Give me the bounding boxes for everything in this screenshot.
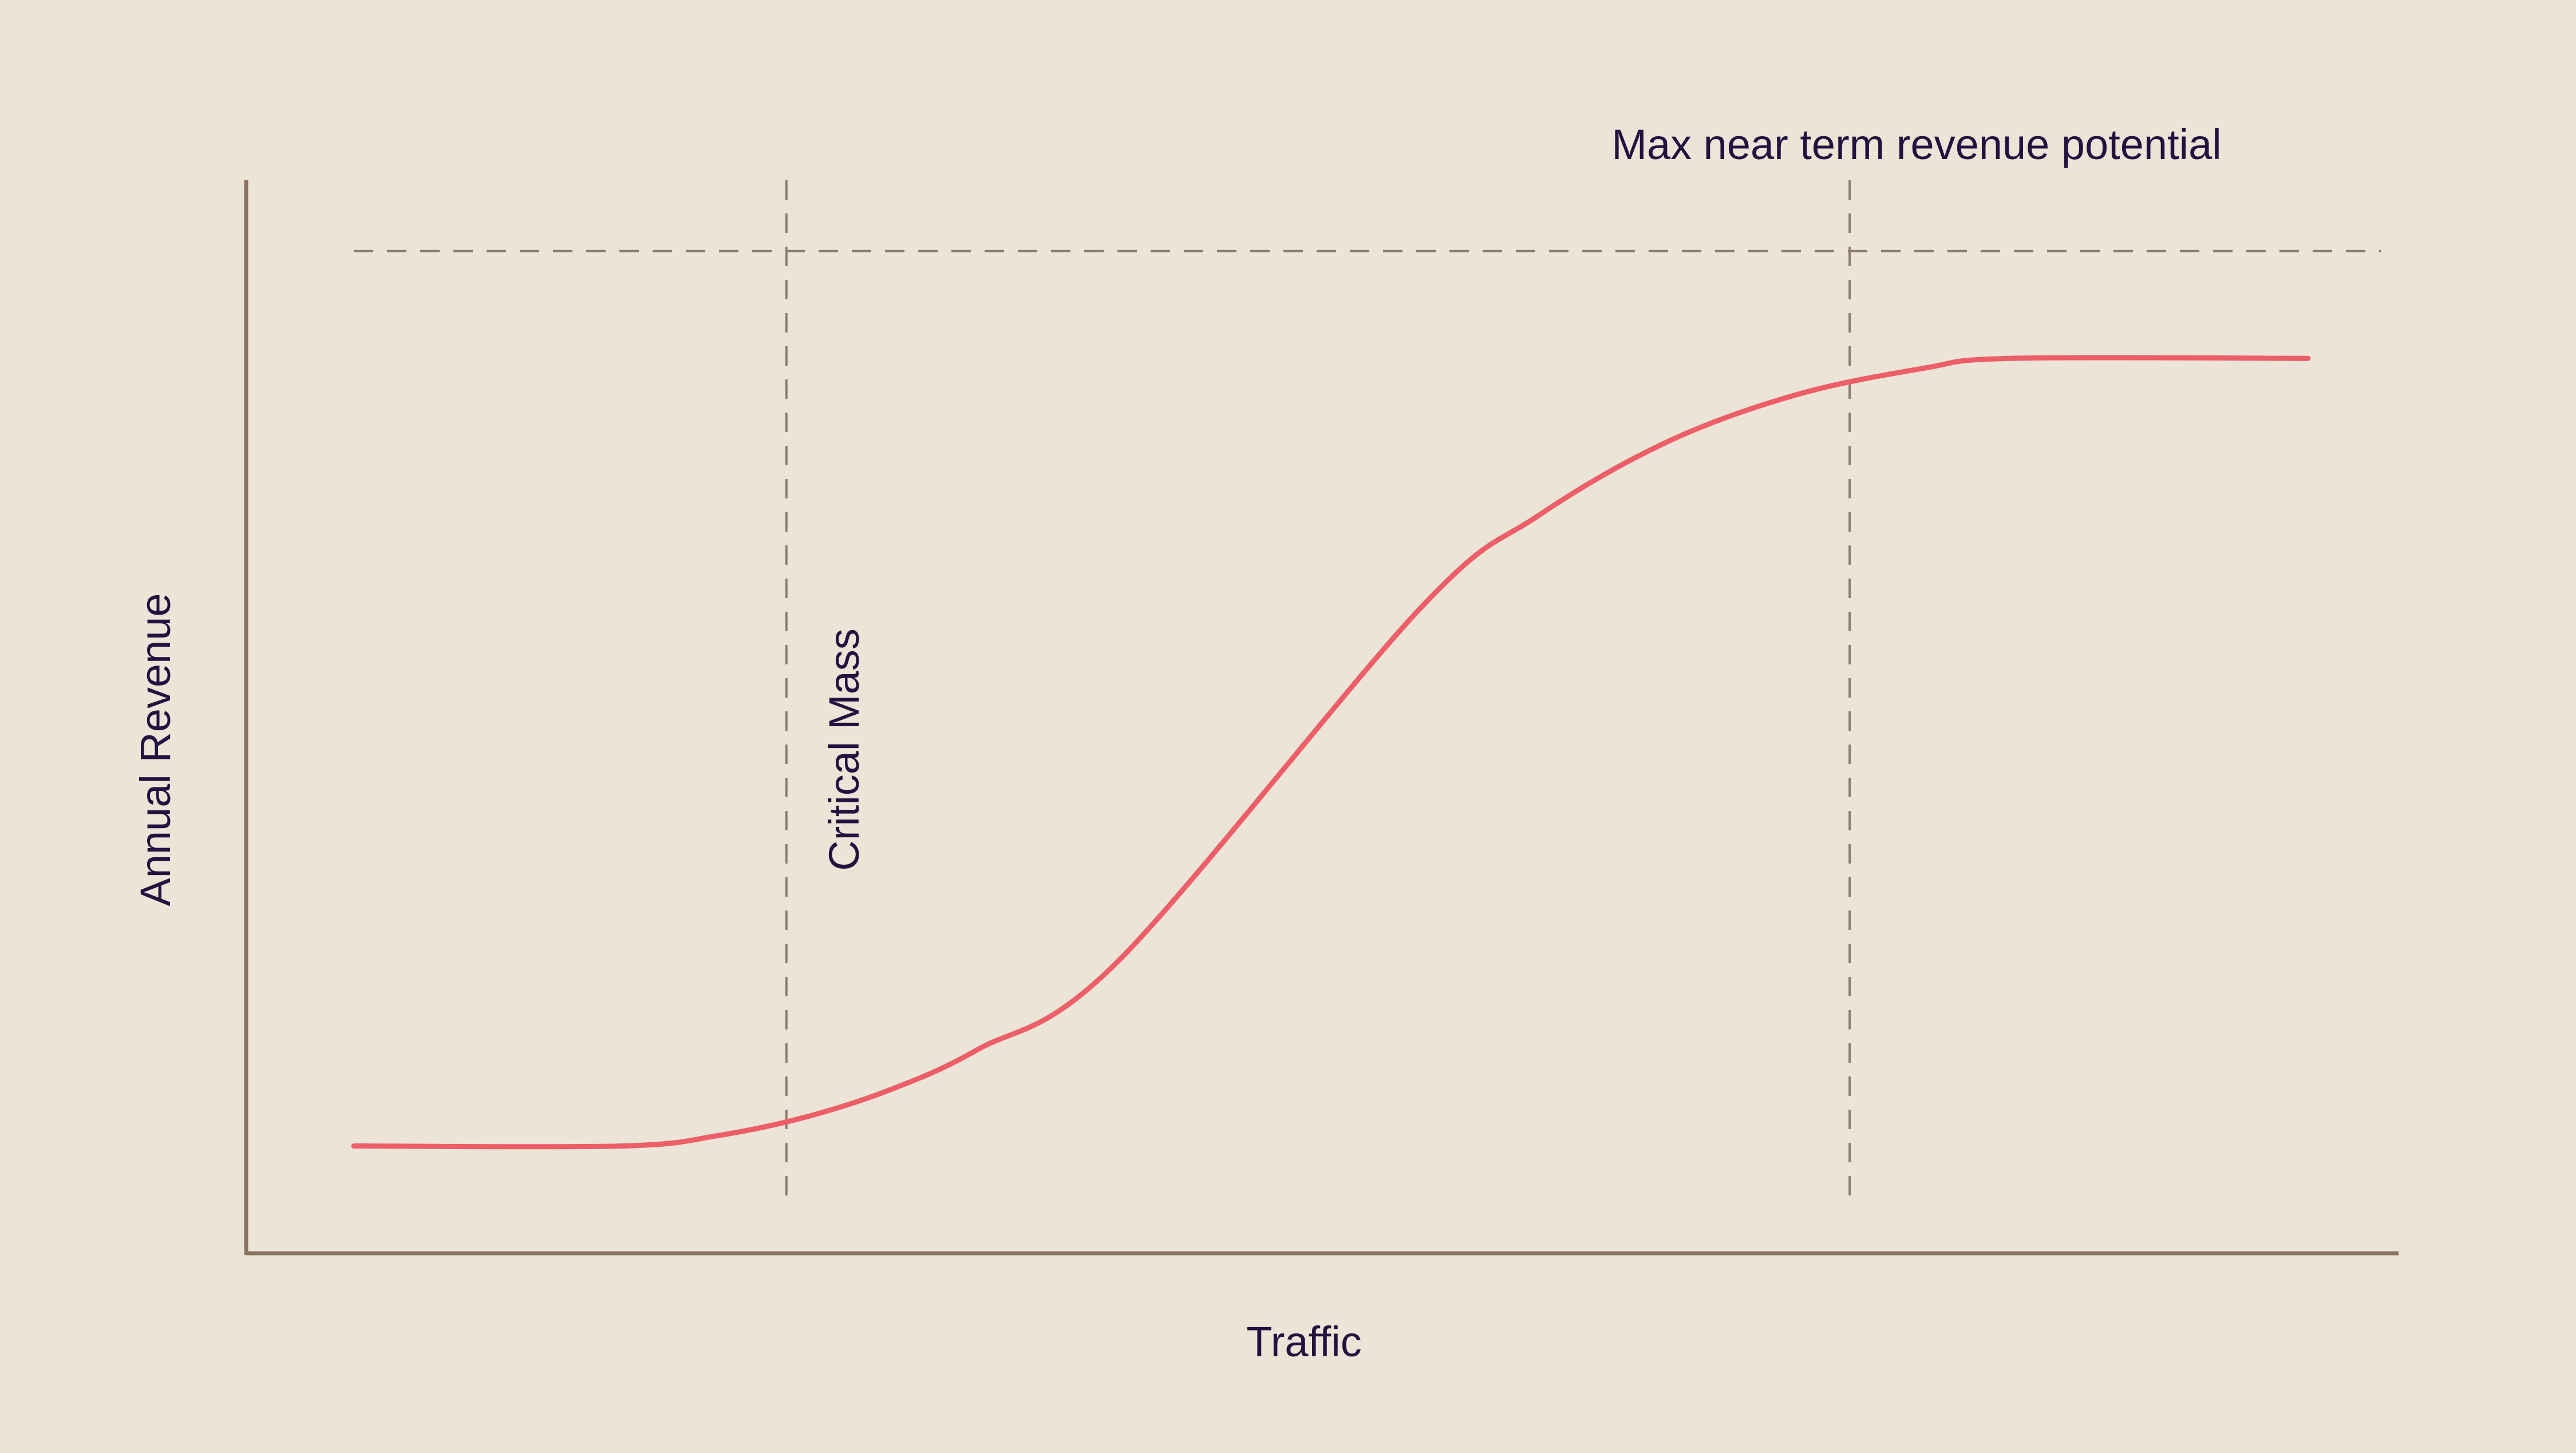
revenue-curve (351, 355, 2311, 1150)
critical-mass-label: Critical Mass (820, 628, 868, 870)
x-axis-label: Traffic (1246, 1318, 1361, 1365)
y-axis-label: Annual Revenue (132, 593, 179, 906)
max-revenue-label: Max near term revenue potential (1611, 121, 2221, 168)
